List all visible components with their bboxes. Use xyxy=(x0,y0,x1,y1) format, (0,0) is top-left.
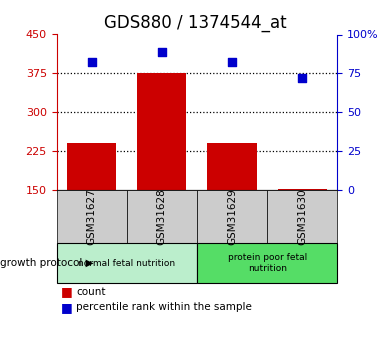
Text: GSM31628: GSM31628 xyxy=(157,188,167,245)
Point xyxy=(299,75,305,81)
Bar xyxy=(207,143,257,190)
Text: ■: ■ xyxy=(60,285,72,298)
Point xyxy=(229,60,235,65)
Point xyxy=(89,60,95,65)
Bar xyxy=(278,189,327,190)
Text: protein poor fetal
nutrition: protein poor fetal nutrition xyxy=(227,253,307,273)
Point xyxy=(159,49,165,54)
Text: normal fetal nutrition: normal fetal nutrition xyxy=(78,258,176,268)
Bar xyxy=(137,73,186,190)
Text: count: count xyxy=(76,287,106,296)
Bar xyxy=(67,143,116,190)
Text: GSM31627: GSM31627 xyxy=(87,188,97,245)
Text: GSM31629: GSM31629 xyxy=(227,188,237,245)
Text: GSM31630: GSM31630 xyxy=(297,188,307,245)
Text: ■: ■ xyxy=(60,300,72,314)
Text: GDS880 / 1374544_at: GDS880 / 1374544_at xyxy=(104,14,286,32)
Text: growth protocol ▶: growth protocol ▶ xyxy=(0,258,94,268)
Text: percentile rank within the sample: percentile rank within the sample xyxy=(76,302,252,312)
